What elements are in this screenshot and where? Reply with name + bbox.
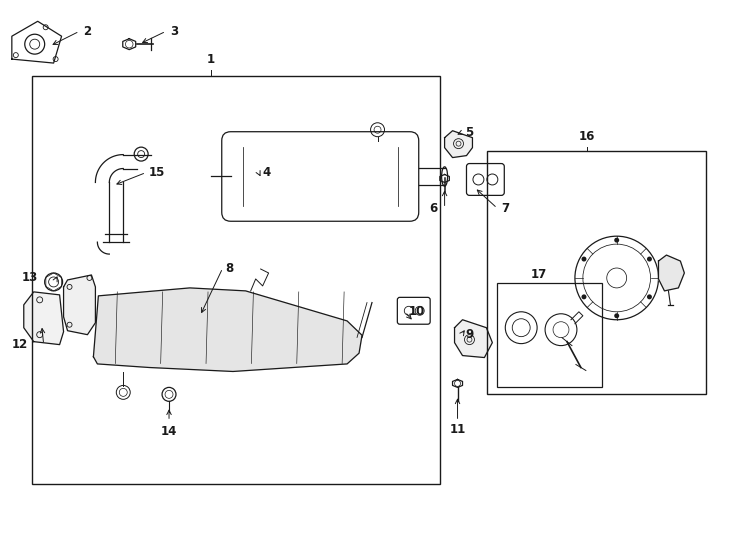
- Polygon shape: [23, 292, 64, 345]
- Text: 6: 6: [429, 202, 437, 215]
- Text: 13: 13: [21, 272, 38, 285]
- Circle shape: [647, 256, 652, 261]
- Circle shape: [647, 294, 652, 299]
- Polygon shape: [445, 131, 473, 158]
- Text: 5: 5: [465, 126, 473, 139]
- Text: 10: 10: [409, 305, 425, 318]
- Circle shape: [614, 238, 619, 242]
- Text: 1: 1: [207, 53, 215, 66]
- Polygon shape: [93, 288, 362, 372]
- Text: 4: 4: [263, 166, 271, 179]
- Polygon shape: [454, 320, 493, 357]
- Text: 8: 8: [226, 261, 234, 274]
- Circle shape: [614, 313, 619, 318]
- Text: 14: 14: [161, 425, 177, 438]
- Text: 2: 2: [84, 25, 92, 38]
- Text: 15: 15: [149, 166, 165, 179]
- Text: 16: 16: [578, 130, 595, 143]
- Bar: [487, 151, 706, 394]
- Polygon shape: [64, 275, 95, 335]
- Circle shape: [581, 294, 586, 299]
- Text: 12: 12: [12, 338, 28, 351]
- Text: 3: 3: [170, 25, 178, 38]
- Bar: [498, 283, 602, 387]
- Text: 17: 17: [531, 268, 548, 281]
- Text: 9: 9: [465, 328, 473, 341]
- Bar: [32, 76, 440, 484]
- Circle shape: [581, 256, 586, 261]
- Text: 7: 7: [501, 202, 509, 215]
- Text: 11: 11: [449, 423, 465, 436]
- Polygon shape: [658, 255, 684, 291]
